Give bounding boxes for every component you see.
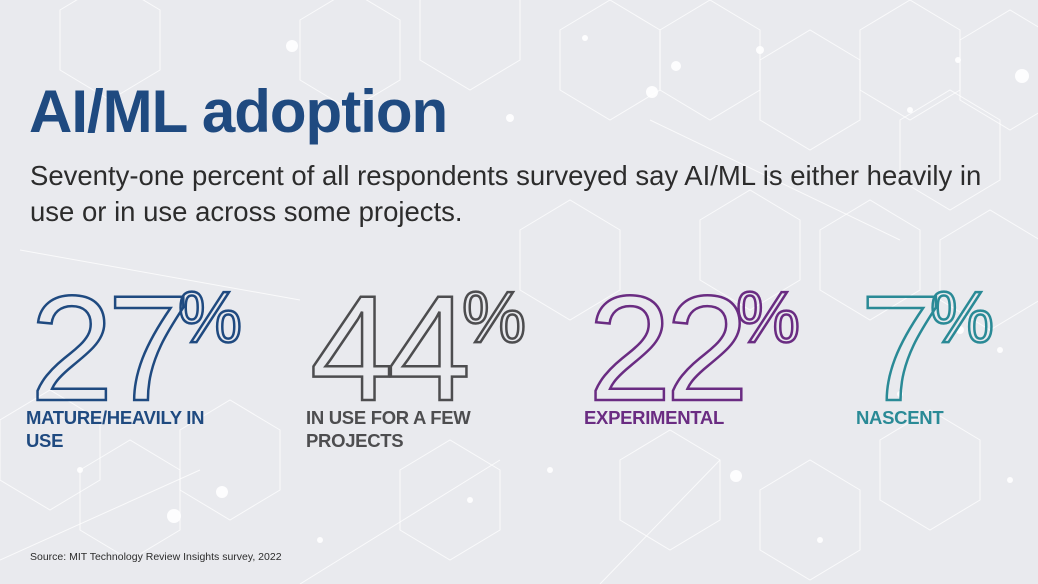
stat-label: MATURE/HEAVILY IN USE — [26, 407, 205, 451]
stat-in-use: 44 % IN USE FOR A FEW PROJECTS — [306, 264, 527, 451]
stat-experimental: 22 % EXPERIMENTAL — [584, 264, 801, 432]
stat-value: 44 — [309, 264, 472, 432]
stat-label: IN USE FOR A FEW PROJECTS — [306, 407, 471, 451]
stat-label: EXPERIMENTAL — [584, 407, 724, 428]
page-title: AI/ML adoption — [29, 78, 448, 145]
stat-value: 22 — [587, 264, 750, 432]
percent-sign: % — [929, 278, 996, 358]
stat-value: 7 — [859, 264, 945, 432]
percent-sign: % — [461, 278, 528, 358]
stat-value: 27 — [29, 264, 192, 432]
percent-sign: % — [735, 278, 802, 358]
subtitle: Seventy-one percent of all respondents s… — [30, 160, 982, 227]
percent-sign: % — [177, 278, 244, 358]
stat-mature: 27 % MATURE/HEAVILY IN USE — [26, 264, 243, 451]
source-note: Source: MIT Technology Review Insights s… — [30, 551, 282, 563]
stat-nascent: 7 % NASCENT — [856, 264, 995, 432]
stat-label: NASCENT — [856, 407, 944, 428]
